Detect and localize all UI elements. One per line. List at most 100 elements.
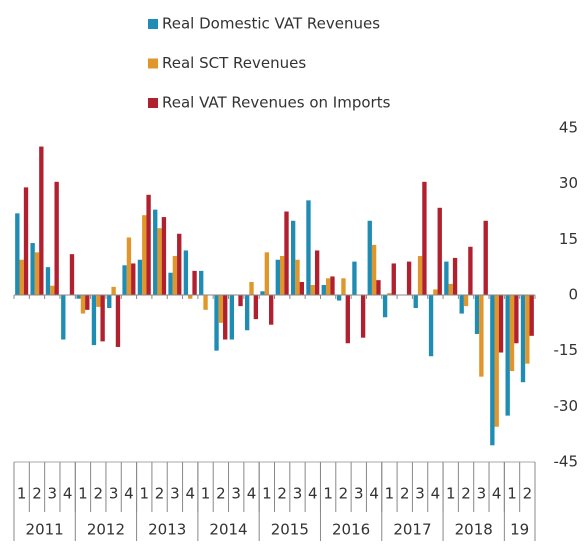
- bar: [80, 295, 86, 314]
- bar: [494, 295, 499, 427]
- bar: [444, 261, 449, 295]
- bar: [245, 295, 250, 331]
- x-tick-label: 4: [308, 485, 318, 503]
- bar: [514, 295, 519, 344]
- y-tick-label: 30: [559, 174, 578, 192]
- x-tick-label: 2: [400, 485, 410, 503]
- year-label: 2011: [26, 521, 64, 539]
- x-tick-label: 3: [48, 485, 58, 503]
- bar: [172, 256, 178, 295]
- bar: [321, 284, 326, 295]
- bar: [474, 295, 480, 334]
- x-tick-label: 3: [170, 485, 180, 503]
- bar: [91, 295, 97, 346]
- bar: [214, 295, 219, 351]
- bar: [264, 252, 270, 295]
- bar: [448, 283, 453, 295]
- x-tick-label: 1: [446, 485, 456, 503]
- bar: [290, 220, 296, 295]
- bar: [153, 209, 158, 295]
- x-tick-label: 4: [247, 485, 257, 503]
- bar: [34, 252, 40, 295]
- year-label: 2014: [209, 521, 247, 539]
- x-tick-label: 1: [507, 485, 517, 503]
- bar: [260, 291, 265, 295]
- bar: [330, 276, 335, 295]
- year-label: 19: [510, 521, 529, 539]
- bar: [96, 295, 101, 307]
- bar: [352, 261, 357, 295]
- bar: [218, 295, 224, 323]
- bar: [490, 295, 495, 446]
- bar: [61, 295, 66, 340]
- x-tick-label: 1: [201, 485, 211, 503]
- bar: [468, 246, 473, 295]
- bar: [498, 295, 504, 353]
- bar: [406, 261, 412, 295]
- bar: [391, 263, 396, 295]
- bar: [253, 295, 259, 320]
- x-tick-label: 2: [461, 485, 471, 503]
- bar: [188, 295, 193, 299]
- bar: [387, 293, 392, 295]
- y-tick-label: -15: [554, 341, 579, 359]
- bar: [223, 295, 228, 340]
- x-tick-label: 3: [415, 485, 425, 503]
- legend-swatch: [148, 19, 158, 29]
- bar: [69, 254, 75, 295]
- bar: [310, 284, 315, 295]
- x-tick-label: 4: [63, 485, 73, 503]
- x-tick-label: 2: [32, 485, 42, 503]
- bar: [168, 272, 173, 295]
- bar: [345, 295, 350, 344]
- bar: [269, 295, 274, 325]
- x-tick-label: 4: [185, 485, 195, 503]
- bar: [19, 259, 24, 295]
- bar: [479, 295, 484, 377]
- x-tick-label: 1: [323, 485, 333, 503]
- bar: [126, 237, 132, 295]
- bar: [529, 295, 534, 336]
- bar: [459, 295, 464, 314]
- bar: [131, 263, 136, 295]
- year-label: 2017: [393, 521, 431, 539]
- bar: [295, 259, 300, 295]
- bar: [137, 259, 143, 295]
- bar: [428, 295, 434, 357]
- x-tick-label: 1: [17, 485, 27, 503]
- bar: [192, 270, 197, 295]
- bar: [249, 282, 254, 295]
- bar: [279, 256, 285, 295]
- y-tick-label: -45: [554, 453, 579, 471]
- bar: [107, 295, 112, 308]
- bar: [157, 228, 162, 295]
- y-tick-label: 0: [568, 286, 578, 304]
- bar: [437, 207, 442, 295]
- year-label: 2012: [87, 521, 125, 539]
- bar: [203, 295, 208, 310]
- x-tick-label: 3: [109, 485, 119, 503]
- legend-label: Real Domestic VAT Revenues: [162, 15, 380, 33]
- bar: [433, 289, 438, 295]
- bar: [509, 295, 515, 372]
- bar: [483, 220, 488, 295]
- bar: [39, 146, 44, 295]
- x-tick-label: 4: [124, 485, 134, 503]
- bar: [115, 295, 121, 347]
- y-tick-label: 45: [559, 119, 578, 137]
- bar: [336, 295, 342, 301]
- x-tick-label: 3: [293, 485, 303, 503]
- legend-label: Real SCT Revenues: [162, 54, 306, 72]
- y-tick-label: 15: [559, 230, 578, 248]
- bar: [371, 244, 377, 295]
- bar: [505, 295, 510, 416]
- x-tick-label: 2: [155, 485, 165, 503]
- bar: [463, 295, 469, 307]
- x-tick-label: 1: [139, 485, 149, 503]
- bar: [299, 282, 304, 295]
- year-label: 2016: [332, 521, 370, 539]
- year-label: 2013: [148, 521, 186, 539]
- bar: [325, 278, 331, 295]
- bar: [341, 278, 346, 295]
